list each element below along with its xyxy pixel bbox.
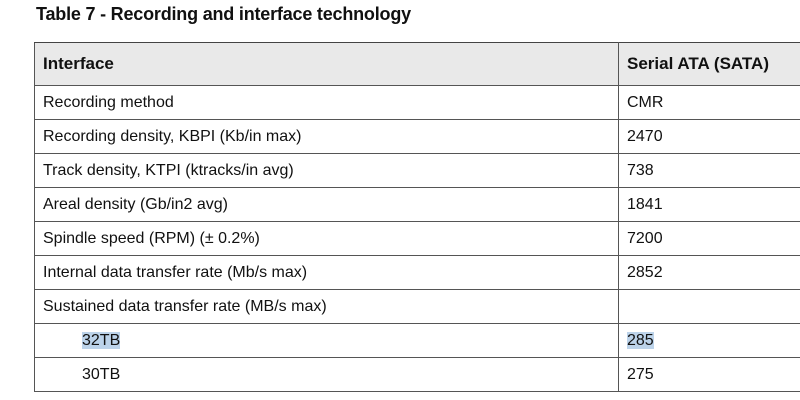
row-value-track-density: 738 (618, 153, 800, 188)
row-value-spindle-speed: 7200 (618, 221, 800, 256)
row-value-areal-density: 1841 (618, 187, 800, 222)
table-row: Spindle speed (RPM) (± 0.2%) 7200 (34, 221, 800, 256)
header-serial-ata: Serial ATA (SATA) (618, 42, 800, 86)
table-row: Sustained data transfer rate (MB/s max) (34, 289, 800, 324)
row-value-32tb: 285 (618, 323, 800, 358)
row-label-recording-method: Recording method (34, 85, 619, 120)
row-label-spindle-speed: Spindle speed (RPM) (± 0.2%) (34, 221, 619, 256)
table-caption: Table 7 - Recording and interface techno… (36, 4, 411, 24)
table-row: Recording method CMR (34, 85, 800, 120)
row-label-areal-density: Areal density (Gb/in2 avg) (34, 187, 619, 222)
header-interface: Interface (34, 42, 619, 86)
table-row: Track density, KTPI (ktracks/in avg) 738 (34, 153, 800, 188)
row-label-recording-density: Recording density, KBPI (Kb/in max) (34, 119, 619, 154)
table-header-row: Interface Serial ATA (SATA) (34, 42, 800, 86)
row-value-sustained-transfer-rate (618, 289, 800, 324)
table-row: Areal density (Gb/in2 avg) 1841 (34, 187, 800, 222)
row-label-track-density: Track density, KTPI (ktracks/in avg) (34, 153, 619, 188)
row-value-recording-density: 2470 (618, 119, 800, 154)
selected-text-32tb[interactable]: 32TB (82, 331, 121, 349)
table-row: Recording density, KBPI (Kb/in max) 2470 (34, 119, 800, 154)
selected-text-285[interactable]: 285 (627, 331, 654, 349)
row-label-30tb: 30TB (34, 357, 619, 392)
row-value-recording-method: CMR (618, 85, 800, 120)
row-label-sustained-transfer-rate: Sustained data transfer rate (MB/s max) (34, 289, 619, 324)
table-row: 32TB 285 (34, 323, 800, 358)
row-label-internal-transfer-rate: Internal data transfer rate (Mb/s max) (34, 255, 619, 290)
row-label-32tb: 32TB (34, 323, 619, 358)
table-row: 30TB 275 (34, 357, 800, 392)
row-value-30tb: 275 (618, 357, 800, 392)
row-value-internal-transfer-rate: 2852 (618, 255, 800, 290)
table-row: Internal data transfer rate (Mb/s max) 2… (34, 255, 800, 290)
recording-interface-table: Interface Serial ATA (SATA) Recording me… (34, 42, 800, 392)
